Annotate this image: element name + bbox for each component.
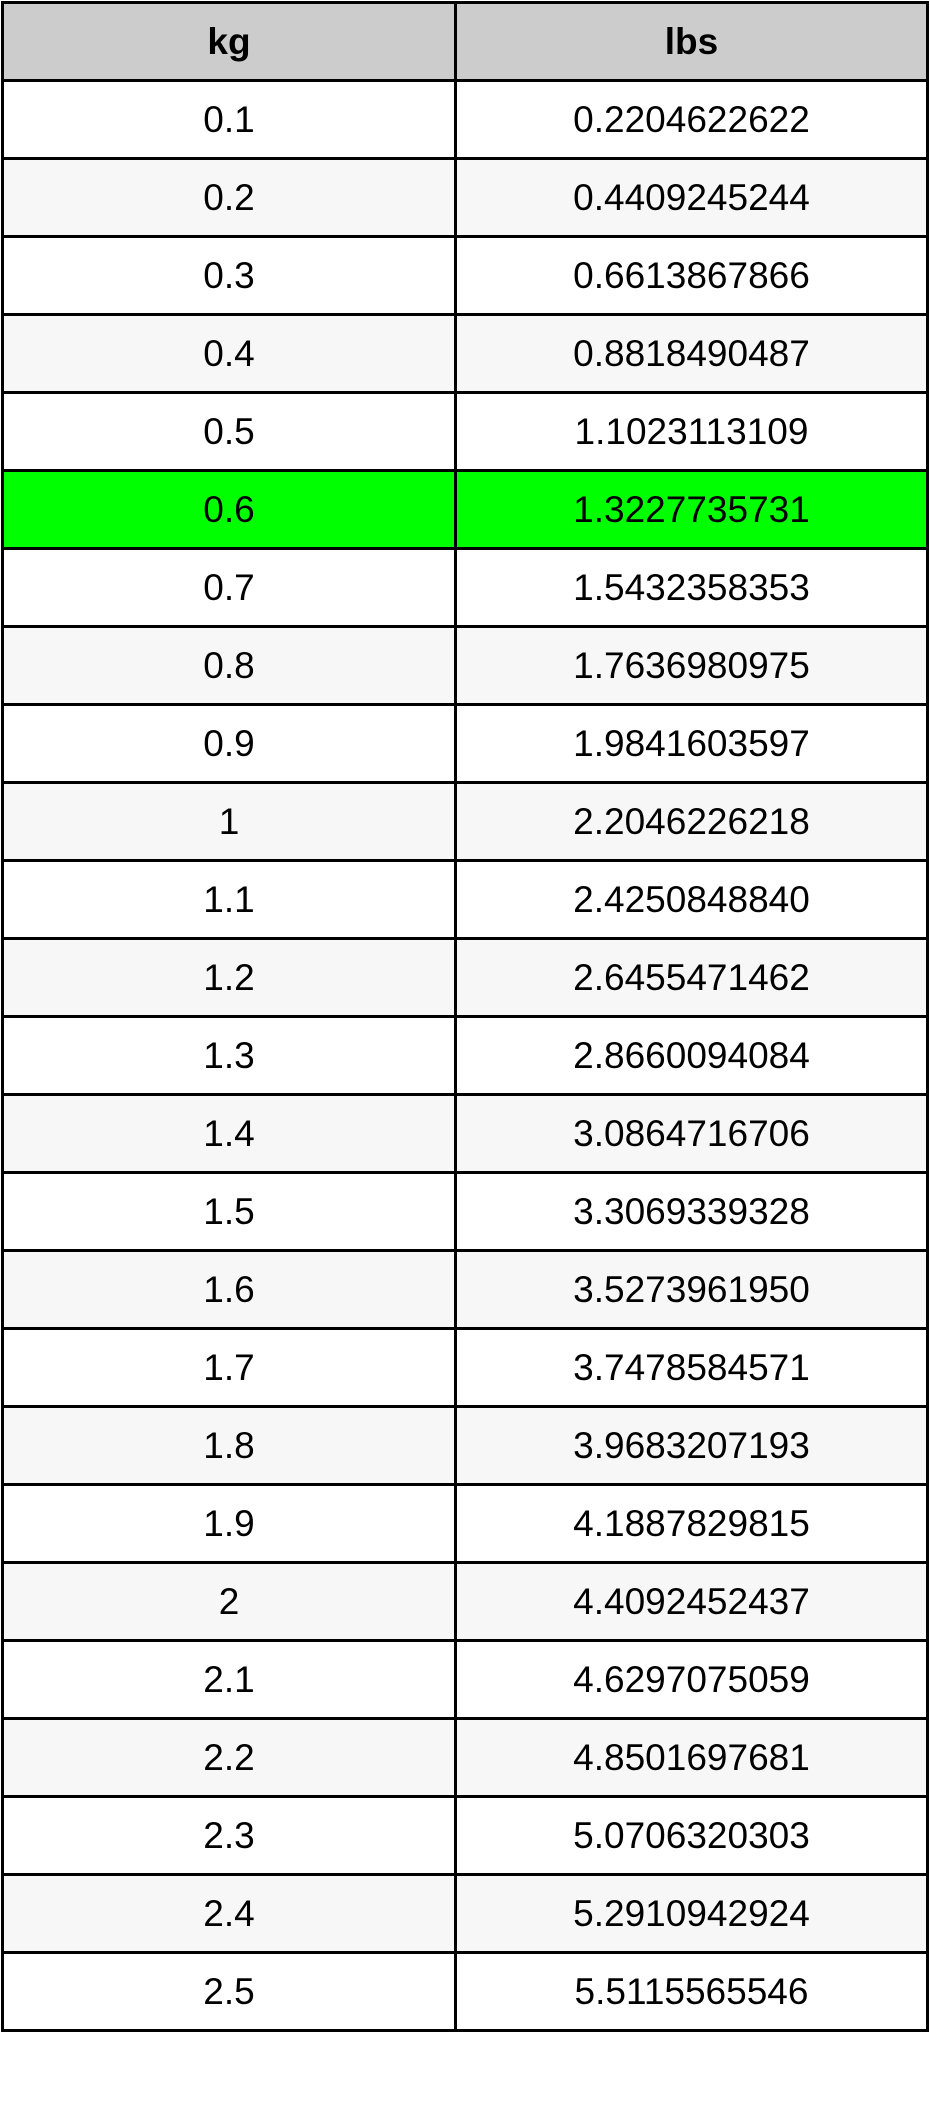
cell-kg: 1.5: [1, 1171, 457, 1252]
cell-kg: 0.9: [1, 703, 457, 784]
cell-kg: 2: [1, 1561, 457, 1642]
cell-kg: 2.3: [1, 1795, 457, 1876]
table-row: 0.1 0.2204622622: [1, 79, 929, 160]
table-row: 2.3 5.0706320303: [1, 1795, 929, 1876]
cell-lbs: 1.7636980975: [454, 625, 929, 706]
cell-lbs: 4.8501697681: [454, 1717, 929, 1798]
table-row: 1.9 4.1887829815: [1, 1483, 929, 1564]
table-row: 0.8 1.7636980975: [1, 625, 929, 706]
cell-lbs: 0.4409245244: [454, 157, 929, 238]
table-row: 0.2 0.4409245244: [1, 157, 929, 238]
cell-kg: 1: [1, 781, 457, 862]
table-row: 1.3 2.8660094084: [1, 1015, 929, 1096]
table-row: 0.9 1.9841603597: [1, 703, 929, 784]
cell-kg: 2.5: [1, 1951, 457, 2032]
cell-lbs: 0.8818490487: [454, 313, 929, 394]
cell-lbs: 3.9683207193: [454, 1405, 929, 1486]
table-row: 1 2.2046226218: [1, 781, 929, 862]
header-kg: kg: [1, 1, 457, 82]
table-row: 0.3 0.6613867866: [1, 235, 929, 316]
table-row: 1.2 2.6455471462: [1, 937, 929, 1018]
cell-kg: 2.1: [1, 1639, 457, 1720]
table-row: 1.7 3.7478584571: [1, 1327, 929, 1408]
table-row: 0.4 0.8818490487: [1, 313, 929, 394]
cell-kg: 0.2: [1, 157, 457, 238]
cell-kg: 1.2: [1, 937, 457, 1018]
cell-kg: 1.4: [1, 1093, 457, 1174]
cell-kg: 0.3: [1, 235, 457, 316]
cell-kg: 1.3: [1, 1015, 457, 1096]
table-row: 1.4 3.0864716706: [1, 1093, 929, 1174]
table-row: 2.2 4.8501697681: [1, 1717, 929, 1798]
table-row: 1.5 3.3069339328: [1, 1171, 929, 1252]
cell-kg: 0.1: [1, 79, 457, 160]
cell-kg: 0.5: [1, 391, 457, 472]
table-row: 2 4.4092452437: [1, 1561, 929, 1642]
cell-lbs: 5.5115565546: [454, 1951, 929, 2032]
cell-lbs: 3.0864716706: [454, 1093, 929, 1174]
cell-kg: 0.7: [1, 547, 457, 628]
cell-kg: 1.6: [1, 1249, 457, 1330]
cell-lbs: 2.6455471462: [454, 937, 929, 1018]
cell-lbs: 3.7478584571: [454, 1327, 929, 1408]
cell-kg: 0.4: [1, 313, 457, 394]
table-row: 2.4 5.2910942924: [1, 1873, 929, 1954]
cell-lbs: 1.9841603597: [454, 703, 929, 784]
cell-lbs: 1.3227735731: [454, 469, 929, 550]
cell-kg: 0.8: [1, 625, 457, 706]
cell-lbs: 4.1887829815: [454, 1483, 929, 1564]
header-lbs: lbs: [454, 1, 929, 82]
table-row: 1.6 3.5273961950: [1, 1249, 929, 1330]
table-row: 1.1 2.4250848840: [1, 859, 929, 940]
cell-lbs: 3.5273961950: [454, 1249, 929, 1330]
cell-kg: 2.4: [1, 1873, 457, 1954]
cell-kg: 1.7: [1, 1327, 457, 1408]
cell-lbs: 2.2046226218: [454, 781, 929, 862]
cell-kg: 0.6: [1, 469, 457, 550]
cell-lbs: 5.2910942924: [454, 1873, 929, 1954]
cell-kg: 1.1: [1, 859, 457, 940]
cell-lbs: 2.4250848840: [454, 859, 929, 940]
cell-lbs: 4.4092452437: [454, 1561, 929, 1642]
table-row: 0.7 1.5432358353: [1, 547, 929, 628]
table-row: 0.5 1.1023113109: [1, 391, 929, 472]
cell-lbs: 1.1023113109: [454, 391, 929, 472]
table-row: 2.1 4.6297075059: [1, 1639, 929, 1720]
cell-lbs: 3.3069339328: [454, 1171, 929, 1252]
cell-kg: 1.8: [1, 1405, 457, 1486]
cell-lbs: 4.6297075059: [454, 1639, 929, 1720]
header-row: kg lbs: [1, 1, 929, 82]
table-row: 1.8 3.9683207193: [1, 1405, 929, 1486]
cell-kg: 2.2: [1, 1717, 457, 1798]
table-row: 2.5 5.5115565546: [1, 1951, 929, 2032]
cell-lbs: 5.0706320303: [454, 1795, 929, 1876]
table-row-highlighted: 0.6 1.3227735731: [1, 469, 929, 550]
cell-lbs: 1.5432358353: [454, 547, 929, 628]
conversion-table: kg lbs 0.1 0.2204622622 0.2 0.4409245244 0.3…: [1, 1, 929, 2032]
cell-lbs: 0.6613867866: [454, 235, 929, 316]
cell-kg: 1.9: [1, 1483, 457, 1564]
cell-lbs: 2.8660094084: [454, 1015, 929, 1096]
cell-lbs: 0.2204622622: [454, 79, 929, 160]
